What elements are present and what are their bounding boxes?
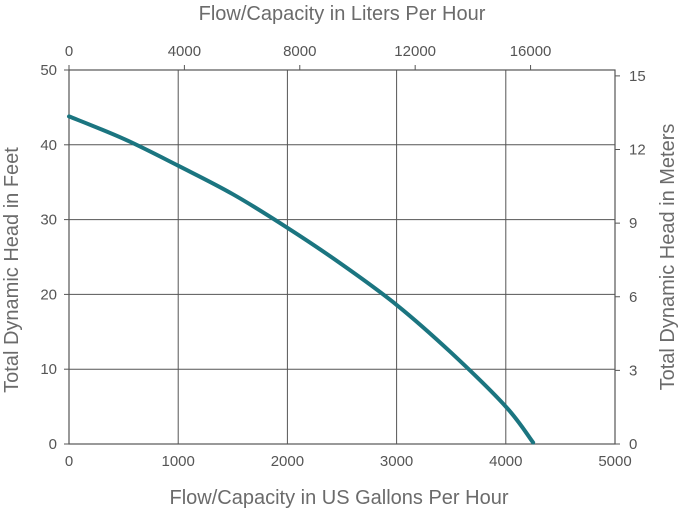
tick-marks	[64, 65, 620, 445]
right-tick-label: 6	[629, 289, 637, 306]
right-tick-label: 9	[629, 215, 637, 232]
top-axis-title: Flow/Capacity in Liters Per Hour	[199, 3, 486, 25]
left-axis-title: Total Dynamic Head in Feet	[1, 147, 23, 393]
top-tick-label: 0	[65, 43, 73, 60]
bottom-tick-label: 0	[65, 453, 73, 470]
left-tick-label: 20	[40, 286, 57, 303]
plot-frame	[68, 69, 616, 445]
right-tick-label: 3	[629, 362, 637, 379]
top-tick-label: 4000	[168, 43, 201, 60]
bottom-axis-title: Flow/Capacity in US Gallons Per Hour	[169, 487, 508, 509]
left-tick-label: 40	[40, 137, 57, 154]
left-tick-label: 0	[49, 436, 57, 453]
top-tick-label: 12000	[394, 43, 436, 60]
grid-lines	[68, 69, 616, 445]
left-tick-label: 30	[40, 212, 57, 229]
right-tick-label: 0	[629, 436, 637, 453]
top-tick-label: 16000	[510, 43, 552, 60]
series-line	[67, 114, 536, 445]
left-tick-label: 10	[40, 361, 57, 378]
right-axis-title: Total Dynamic Head in Meters	[657, 124, 679, 391]
bottom-tick-label: 4000	[489, 453, 522, 470]
bottom-tick-label: 3000	[380, 453, 413, 470]
bottom-tick-label: 5000	[598, 453, 631, 470]
right-tick-label: 12	[629, 142, 646, 159]
right-tick-label: 15	[629, 68, 646, 85]
top-tick-label: 8000	[283, 43, 316, 60]
bottom-tick-label: 1000	[162, 453, 195, 470]
bottom-tick-label: 2000	[271, 453, 304, 470]
left-tick-label: 50	[40, 62, 57, 79]
